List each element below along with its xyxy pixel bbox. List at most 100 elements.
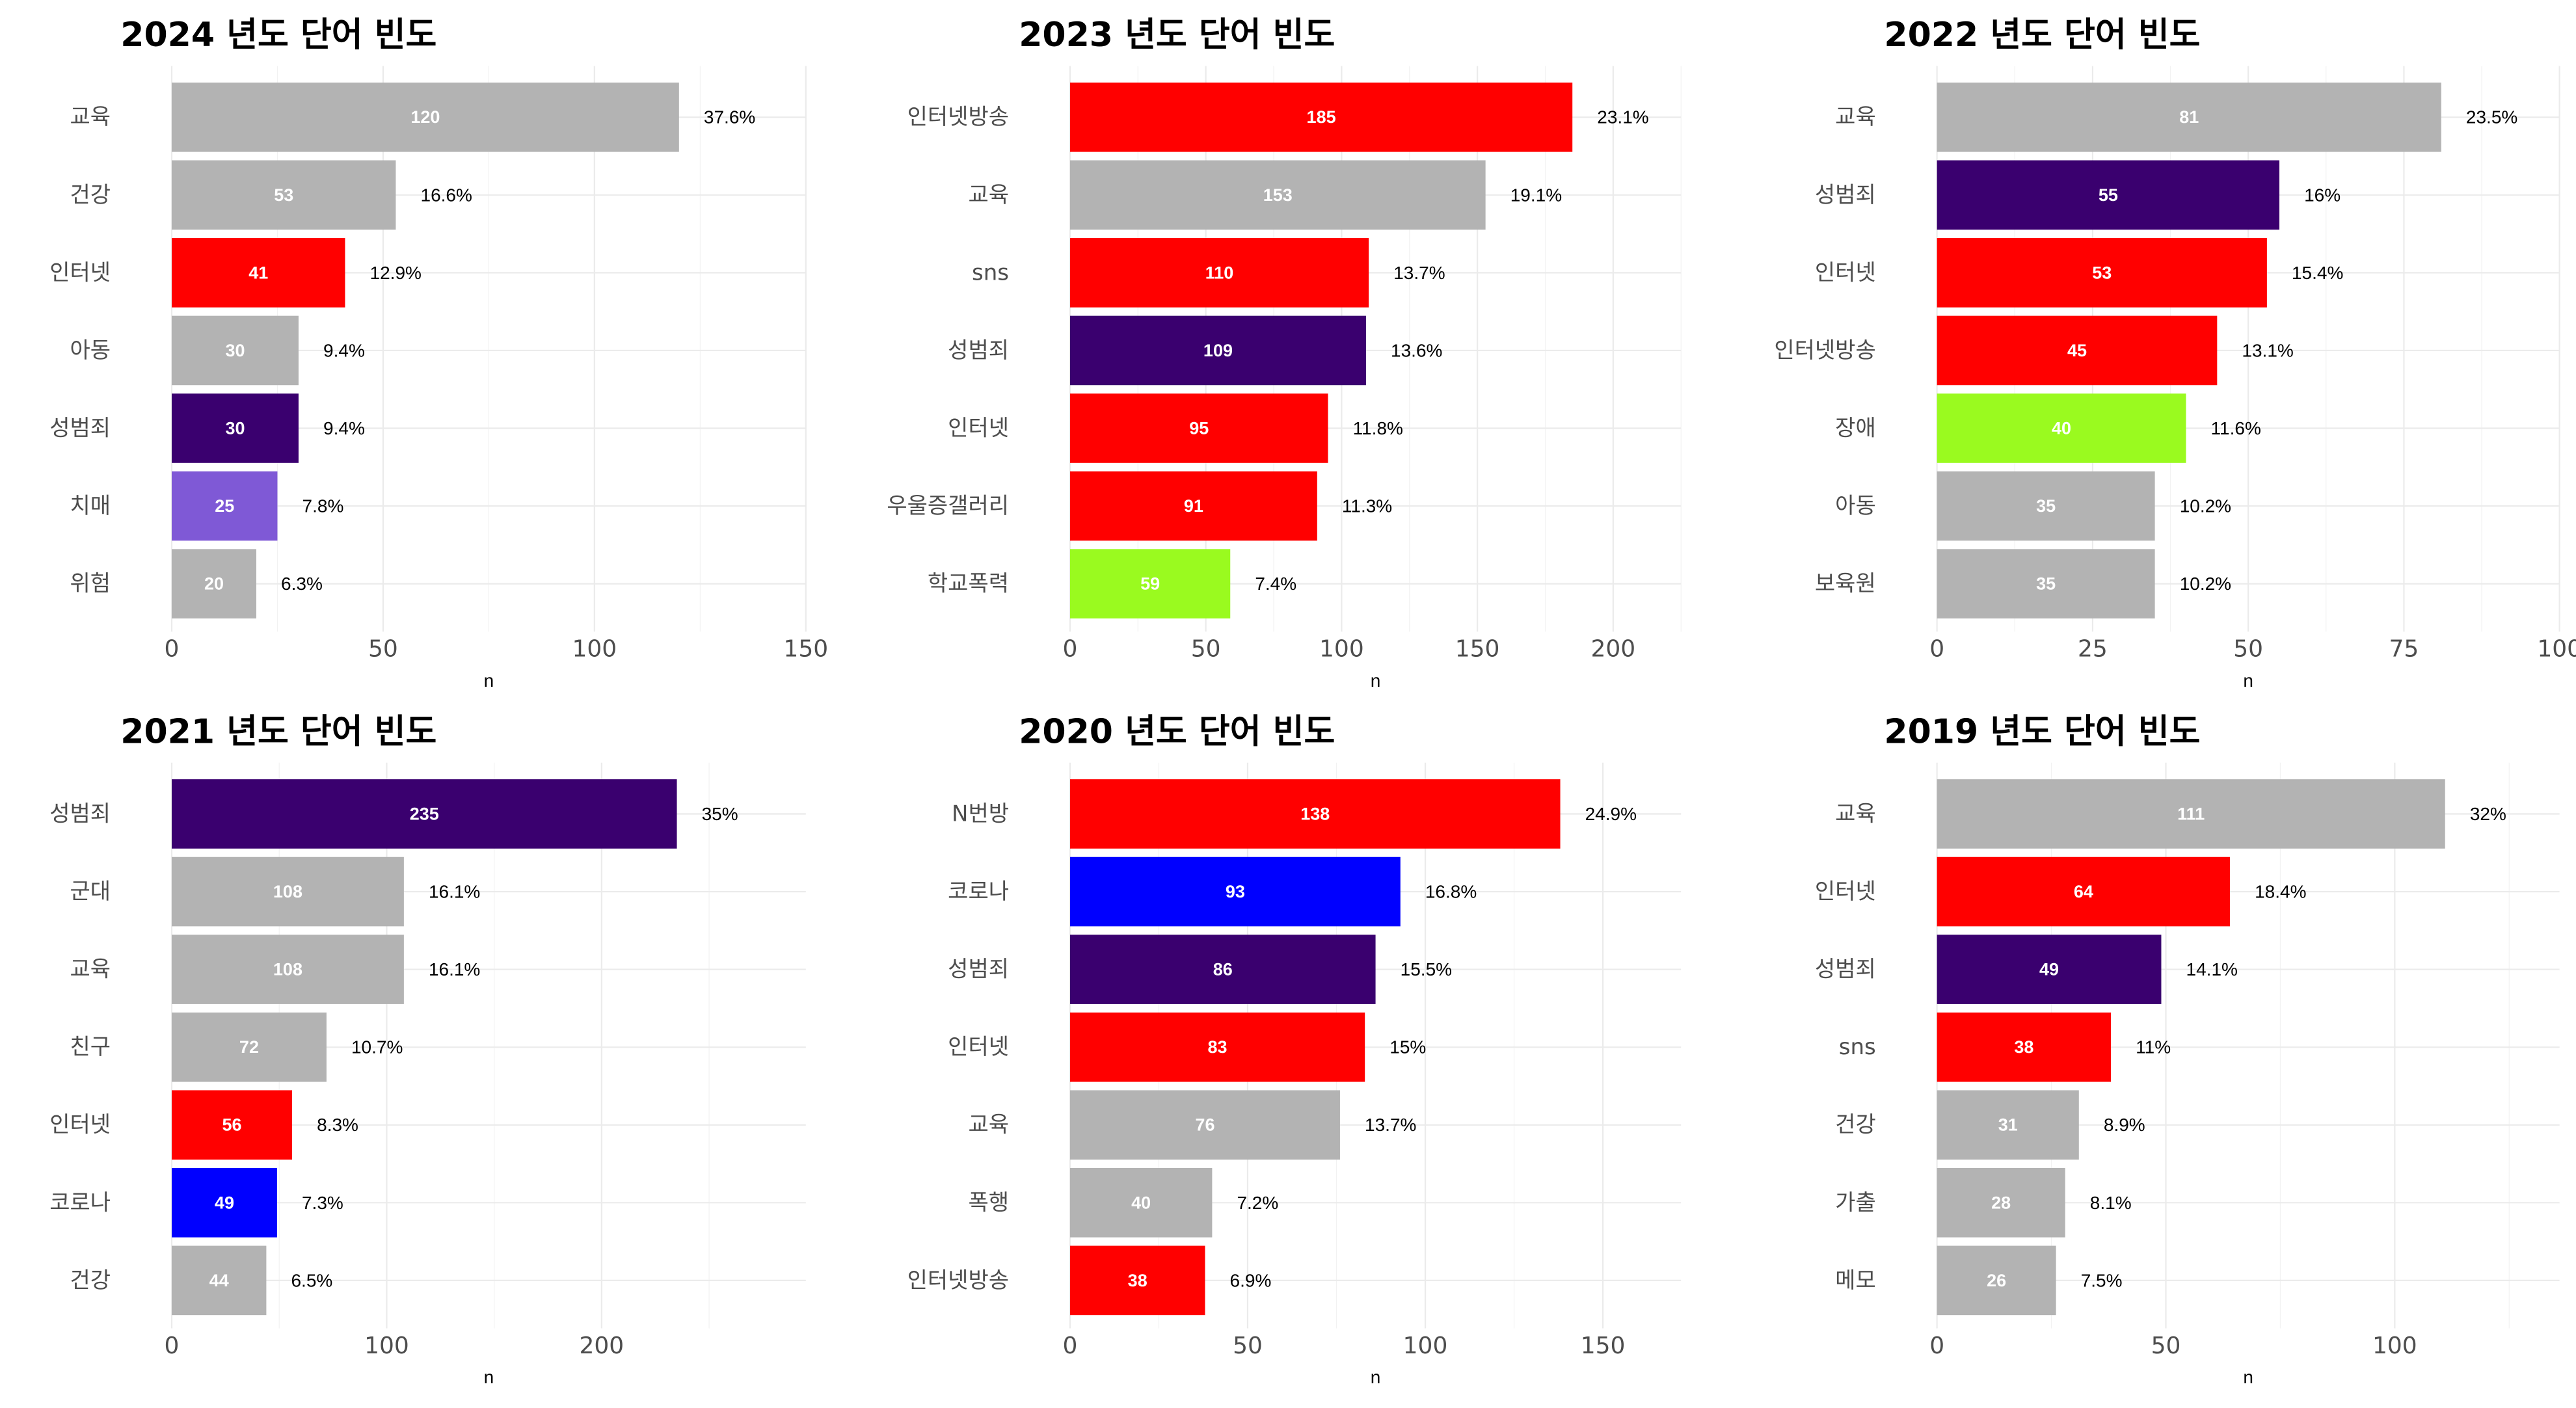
- bar-value-label: 53: [2092, 263, 2112, 282]
- panel-title: 2024 년도 단어 빈도: [120, 16, 436, 55]
- panel-title: 2023 년도 단어 빈도: [1019, 16, 1335, 55]
- bar-percent-label: 14.1%: [2186, 959, 2238, 979]
- bar-percent-label: 15%: [1389, 1037, 1426, 1057]
- category-label: 인터넷방송: [907, 104, 1009, 130]
- x-tick-label: 0: [1929, 636, 1944, 663]
- bar-percent-label: 32%: [2470, 804, 2506, 824]
- bar-percent-label: 6.9%: [1230, 1270, 1272, 1290]
- x-axis-title: n: [484, 671, 494, 691]
- bar: [1069, 1090, 1340, 1160]
- x-tick-label: 50: [2233, 636, 2263, 663]
- category-label: 성범죄: [948, 338, 1009, 364]
- category-label: 인터넷: [1815, 879, 1876, 905]
- bar-percent-label: 7.3%: [302, 1193, 343, 1213]
- bar-value-label: 108: [273, 960, 302, 979]
- bar: [172, 160, 396, 230]
- category-label: 인터넷: [49, 1112, 111, 1138]
- bar-percent-label: 11.6%: [2211, 418, 2261, 438]
- bar: [1937, 315, 2218, 386]
- bar-percent-label: 7.8%: [302, 496, 344, 516]
- category-label: 아동: [70, 338, 111, 364]
- bar-percent-label: 12.9%: [370, 263, 422, 283]
- bar: [172, 857, 404, 927]
- x-tick-label: 50: [1191, 636, 1221, 663]
- bar-percent-label: 16.8%: [1425, 882, 1477, 902]
- category-label: 인터넷: [948, 1034, 1009, 1060]
- bar: [1937, 1012, 2112, 1082]
- bar: [1937, 1090, 2079, 1160]
- bar-value-label: 31: [1998, 1115, 2018, 1135]
- bar-value-label: 41: [248, 263, 268, 282]
- bar-value-label: 20: [204, 574, 224, 594]
- category-label: 학교폭력: [928, 571, 1009, 597]
- x-axis-title: n: [2243, 1367, 2253, 1387]
- bar-percent-label: 10.2%: [2180, 574, 2231, 594]
- x-tick-label: 150: [783, 636, 828, 663]
- category-label: 코로나: [49, 1189, 111, 1215]
- panel-title: 2022 년도 단어 빈도: [1884, 16, 2200, 55]
- bar-value-label: 83: [1208, 1037, 1228, 1057]
- bar-value-label: 45: [2067, 341, 2087, 360]
- category-label: 성범죄: [1815, 182, 1876, 208]
- bar-percent-label: 10.7%: [351, 1037, 403, 1057]
- bar-value-label: 86: [1213, 960, 1233, 979]
- bar-percent-label: 9.4%: [323, 418, 365, 438]
- x-tick-label: 0: [1062, 636, 1077, 663]
- bar-percent-label: 7.4%: [1255, 574, 1296, 594]
- bar: [172, 315, 299, 386]
- bar-percent-label: 37.6%: [704, 107, 755, 127]
- category-label: 건강: [70, 1268, 111, 1294]
- bar: [172, 1245, 267, 1316]
- bar: [172, 1090, 293, 1160]
- bar-value-label: 56: [222, 1115, 242, 1135]
- category-label: 건강: [70, 182, 111, 208]
- bar-percent-label: 19.1%: [1510, 185, 1562, 205]
- x-tick-label: 150: [1581, 1333, 1626, 1359]
- bar: [172, 238, 345, 308]
- category-label: 인터넷: [1815, 259, 1876, 286]
- bar-value-label: 59: [1140, 574, 1160, 594]
- x-tick-label: 0: [1929, 1333, 1944, 1359]
- bar-percent-label: 10.2%: [2180, 496, 2231, 516]
- x-tick-label: 100: [572, 636, 617, 663]
- category-label: sns: [972, 259, 1009, 286]
- category-label: 건강: [1835, 1112, 1876, 1138]
- bar-value-label: 120: [410, 107, 440, 127]
- category-label: 가출: [1835, 1189, 1876, 1215]
- bar: [1069, 82, 1573, 152]
- x-tick-label: 50: [368, 636, 398, 663]
- bar: [1937, 82, 2441, 152]
- x-tick-label: 100: [2537, 636, 2576, 663]
- bar: [1069, 471, 1317, 541]
- category-label: 치매: [70, 493, 111, 519]
- x-tick-label: 100: [2372, 1333, 2417, 1359]
- bar: [1937, 1167, 2065, 1238]
- category-label: 교육: [968, 1112, 1009, 1138]
- bar-percent-label: 24.9%: [1585, 804, 1637, 824]
- bar-percent-label: 13.7%: [1365, 1115, 1416, 1135]
- bar-value-label: 153: [1263, 185, 1293, 205]
- category-label: 성범죄: [948, 957, 1009, 983]
- bar-value-label: 53: [274, 185, 293, 205]
- bar-percent-label: 8.3%: [317, 1115, 358, 1135]
- category-label: 교육: [1835, 104, 1876, 130]
- x-axis-title: n: [1371, 1367, 1381, 1387]
- bar-value-label: 38: [2014, 1037, 2033, 1057]
- bar-percent-label: 8.9%: [2104, 1115, 2145, 1135]
- bar-percent-label: 11%: [2136, 1037, 2171, 1057]
- bar-value-label: 109: [1203, 341, 1233, 360]
- bar: [172, 779, 677, 849]
- bar: [1069, 549, 1231, 618]
- category-label: 인터넷: [49, 259, 111, 286]
- bar-percent-label: 13.1%: [2242, 340, 2293, 360]
- bar-value-label: 138: [1300, 804, 1330, 823]
- bar-percent-label: 9.4%: [323, 340, 365, 360]
- x-tick-label: 200: [580, 1333, 624, 1359]
- bar: [1069, 935, 1376, 1004]
- bar: [172, 471, 278, 541]
